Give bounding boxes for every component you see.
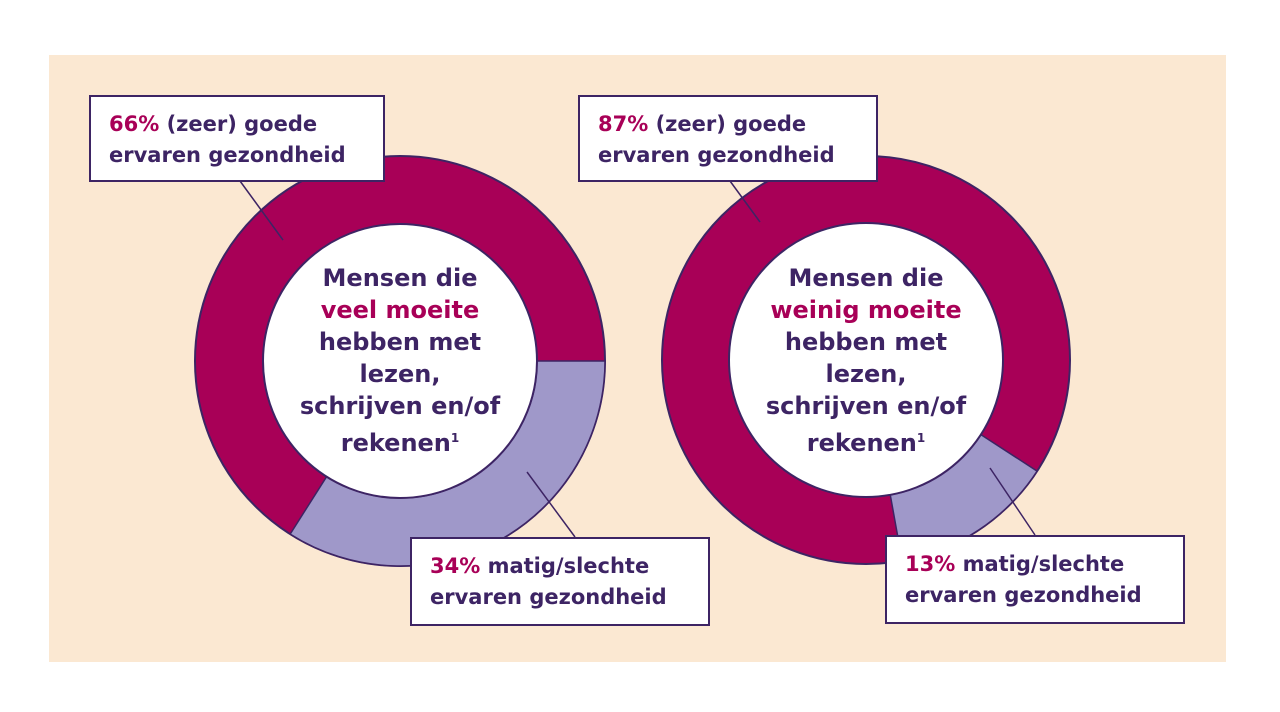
center-line: Mensen die [322, 264, 478, 292]
center-line: rekenen [340, 429, 451, 457]
leader-line [729, 180, 761, 223]
footnote-marker: 1 [450, 431, 460, 445]
label-poor-left: 34% matig/slechte ervaren gezondheid [410, 537, 710, 626]
leader-line [526, 471, 576, 538]
label-good-right: 87% (zeer) goede ervaren gezondheid [578, 95, 878, 182]
label-poor-right: 13% matig/slechte ervaren gezondheid [885, 535, 1185, 624]
percentage: 34% [430, 554, 481, 578]
label-text: (zeer) goede [166, 112, 318, 136]
center-text-right: Mensen die weinig moeite hebben met leze… [736, 262, 996, 459]
footnote-marker: 1 [916, 431, 926, 445]
percentage: 66% [109, 112, 160, 136]
percentage: 13% [905, 552, 956, 576]
leader-line [239, 180, 284, 241]
center-line: schrijven en/of [299, 392, 501, 420]
center-line: rekenen [806, 429, 917, 457]
center-highlight: weinig moeite [770, 296, 962, 324]
center-highlight: veel moeite [320, 296, 480, 324]
label-text: ervaren gezondheid [430, 585, 667, 609]
center-line: lezen, [359, 360, 441, 388]
center-line: schrijven en/of [765, 392, 967, 420]
label-text: matig/slechte [487, 554, 650, 578]
label-text: ervaren gezondheid [905, 583, 1142, 607]
leader-line [989, 467, 1036, 536]
center-text-left: Mensen die veel moeite hebben met lezen,… [270, 262, 530, 459]
donut-hole [262, 223, 538, 499]
center-line: hebben met [784, 328, 948, 356]
center-line: hebben met [318, 328, 482, 356]
label-text: ervaren gezondheid [109, 143, 346, 167]
center-line: Mensen die [788, 264, 944, 292]
label-text: matig/slechte [962, 552, 1125, 576]
center-line: lezen, [825, 360, 907, 388]
label-good-left: 66% (zeer) goede ervaren gezondheid [89, 95, 385, 182]
percentage: 87% [598, 112, 649, 136]
label-text: (zeer) goede [655, 112, 807, 136]
label-text: ervaren gezondheid [598, 143, 835, 167]
donut-hole [728, 222, 1004, 498]
